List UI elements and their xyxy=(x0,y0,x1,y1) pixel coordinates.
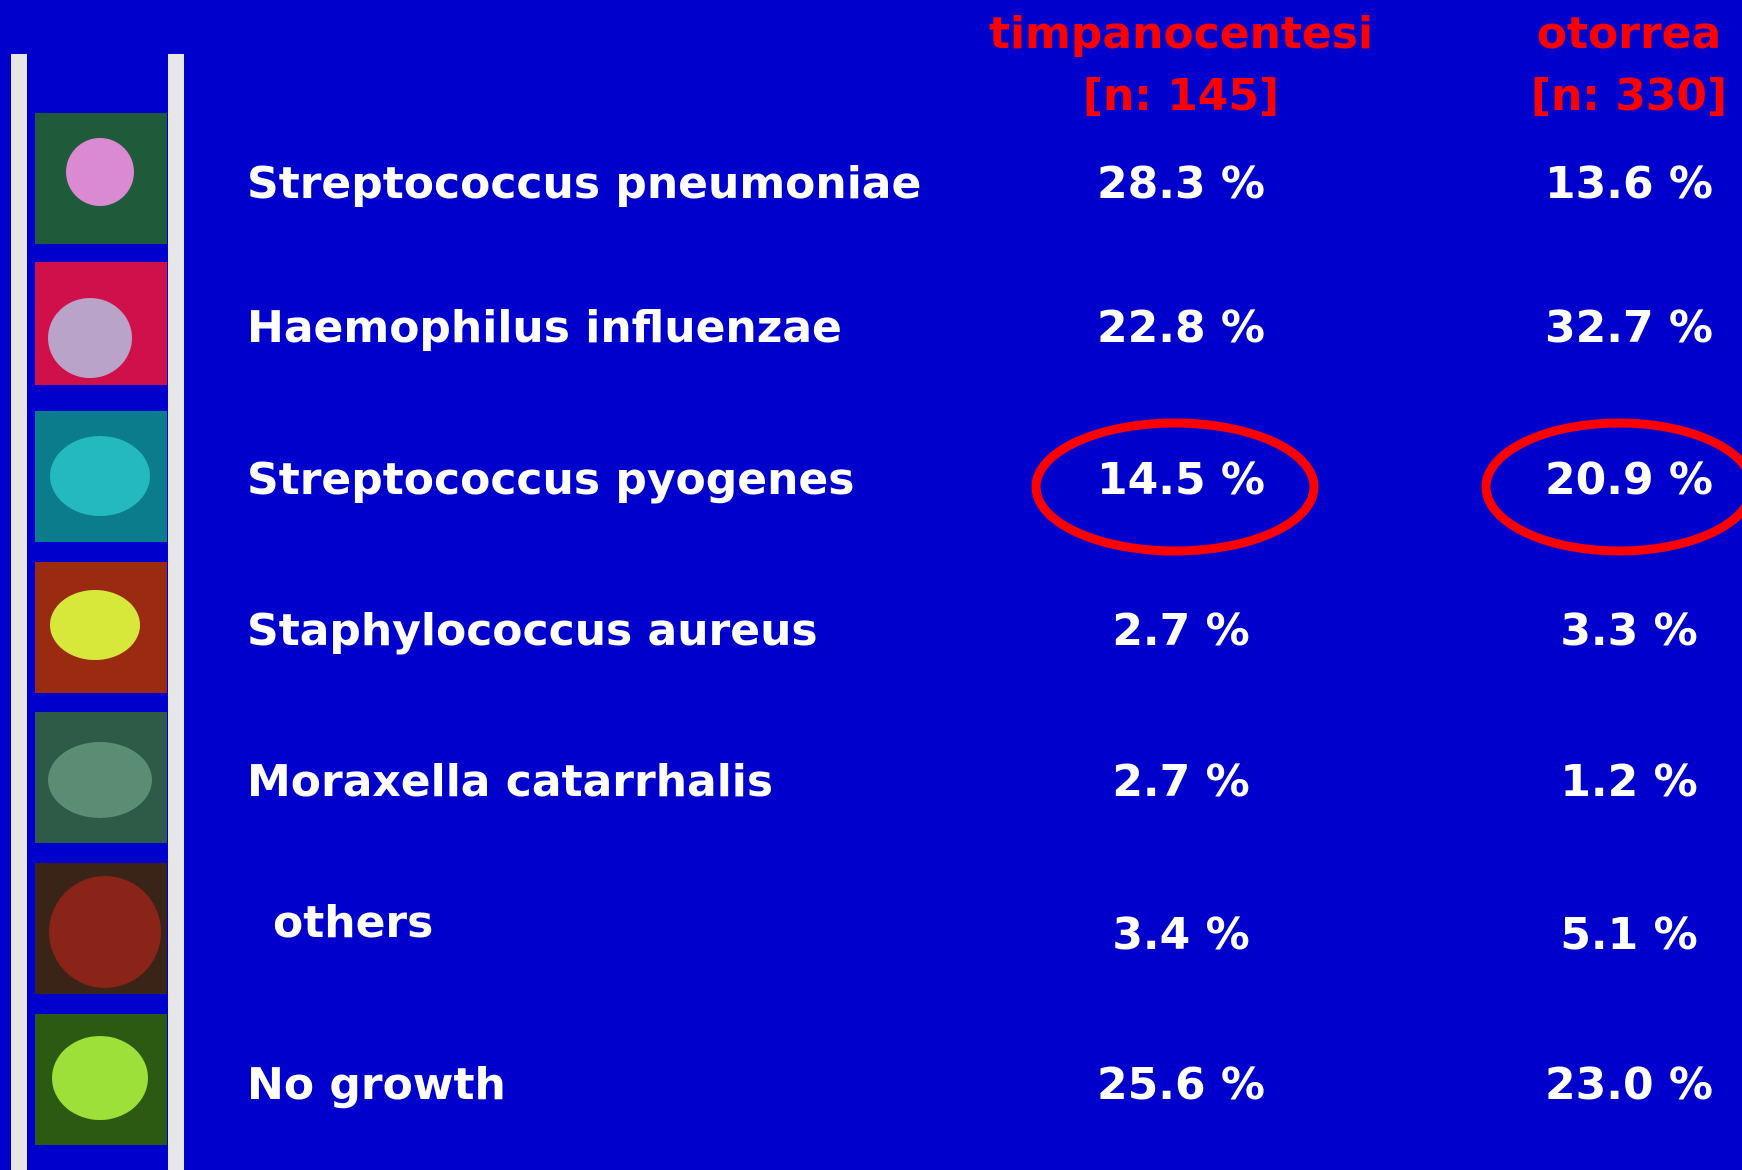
percentage: 23.0 % xyxy=(1545,1059,1713,1110)
thumbnail-detail xyxy=(52,1036,148,1120)
percentage: 25.6 % xyxy=(1097,1059,1265,1110)
percentage: 22.8 % xyxy=(1097,302,1265,353)
organism-name: Staphylococcus aureus xyxy=(247,605,818,656)
column-count: [n: 145] xyxy=(1083,70,1279,121)
percentage: 32.7 % xyxy=(1545,302,1713,353)
percentage: 2.7 % xyxy=(1112,605,1249,656)
column-count: [n: 330] xyxy=(1531,70,1727,121)
percentage: 28.3 % xyxy=(1097,158,1265,209)
percentage: 5.1 % xyxy=(1560,909,1697,960)
percentage: 3.3 % xyxy=(1560,605,1697,656)
thumbnail-detail xyxy=(48,742,152,818)
thumbnail-detail xyxy=(66,138,134,206)
organism-name: others xyxy=(273,897,433,948)
organism-name: Streptococcus pyogenes xyxy=(247,454,854,505)
percentage: 3.4 % xyxy=(1112,909,1249,960)
percentage: 1.2 % xyxy=(1560,756,1697,807)
thumbnail-detail xyxy=(50,590,140,660)
thumbnail-detail xyxy=(49,876,161,988)
side-strip xyxy=(11,54,27,1170)
side-strip xyxy=(168,54,184,1170)
organism-name: No growth xyxy=(247,1059,506,1110)
organism-name: Haemophilus influenzae xyxy=(247,302,842,353)
thumbnail-detail xyxy=(50,436,150,516)
organism-name: Moraxella catarrhalis xyxy=(247,756,773,807)
column-title: otorrea xyxy=(1537,8,1721,59)
percentage: 13.6 % xyxy=(1545,158,1713,209)
percentage: 2.7 % xyxy=(1112,756,1249,807)
column-title: timpanocentesi xyxy=(989,8,1373,59)
organism-name: Streptococcus pneumoniae xyxy=(247,158,921,209)
thumbnails xyxy=(35,113,167,1145)
percentage: 14.5 % xyxy=(1097,454,1265,505)
thumbnail-detail xyxy=(48,298,132,378)
slide: timpanocentesi [n: 145] otorrea [n: 330] Str… xyxy=(0,0,1742,1170)
percentage: 20.9 % xyxy=(1545,454,1713,505)
